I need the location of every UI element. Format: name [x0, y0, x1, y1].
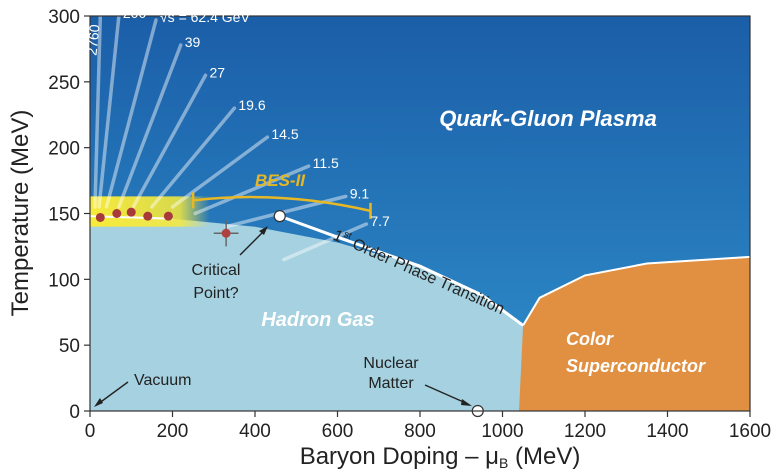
beam-energy-lines [93, 16, 369, 262]
vacuum-arrow [97, 381, 129, 405]
beam-energy-line [104, 18, 158, 209]
bes-range [191, 192, 372, 219]
beam-energy-line [150, 106, 237, 209]
beam-energy-label: 2760 [83, 23, 102, 56]
color-sc-label-line2: Superconductor [566, 356, 706, 376]
critical-arrow-head [259, 226, 268, 235]
beam-energy-label: 27 [210, 64, 226, 80]
x-axis-label: Baryon Doping – μB (MeV) [300, 443, 581, 471]
critical-point-dot [221, 228, 231, 238]
beam-energy-label: 9.1 [350, 185, 370, 201]
beam-energy-label: 7.7 [370, 213, 390, 229]
beam-energy-label: 19.6 [238, 97, 265, 113]
hadron-gas-region [90, 216, 561, 411]
beam-energy-label: 200 [123, 5, 147, 21]
beam-energy-label: 39 [185, 34, 201, 50]
beam-energy-line [117, 43, 183, 209]
first-order-transition-line [279, 214, 524, 327]
y-tick-label: 0 [69, 402, 80, 423]
x-tick-label: 0 [85, 421, 96, 442]
hadron-gas-label: Hadron Gas [261, 309, 374, 331]
qgp-label: Quark-Gluon Plasma [439, 106, 657, 131]
y-tick-label: 150 [48, 205, 80, 226]
y-axis-label: Temperature (MeV) [7, 110, 34, 317]
vacuum-label: Vacuum [134, 372, 192, 389]
y-tick-label: 50 [59, 336, 80, 357]
y-tick-label: 300 [48, 7, 80, 28]
beam-energy-line [93, 16, 103, 209]
x-tick-label: 200 [157, 421, 189, 442]
nuclear-arrow [424, 384, 469, 405]
color-sc-label-line1: Color [566, 329, 614, 349]
x-tick-label: 400 [239, 421, 271, 442]
y-tick-label: 100 [48, 270, 80, 291]
bes-label: BES-II [255, 171, 306, 190]
beam-energy-label: 11.5 [313, 155, 339, 171]
beam-energy-label: √s = 62.4 GeV [160, 9, 250, 25]
color-superconductor-region [519, 256, 750, 411]
nuclear-arrow-head [461, 399, 472, 406]
beam-energy-line [131, 73, 208, 209]
freezeout-point [163, 211, 173, 221]
freezeout-point [126, 207, 136, 217]
x-tick-label: 800 [404, 421, 436, 442]
freezeout-points [95, 207, 173, 222]
x-tick-label: 1000 [481, 421, 523, 442]
nuclear-label-line2: Matter [368, 375, 414, 392]
bes-range-arc [192, 195, 371, 213]
color-superconductor-boundary-line [522, 255, 750, 326]
freezeout-point [143, 211, 153, 221]
beam-energy-line [282, 222, 369, 262]
beam-energy-line [97, 16, 121, 209]
beam-energy-line [193, 164, 311, 216]
x-axis-ticks: 0 200 400 600 800 1000 1200 1400 1600 [85, 411, 771, 442]
beam-energy-line [170, 135, 270, 209]
freezeout-point [112, 209, 122, 218]
critical-label-line2: Point? [193, 285, 238, 302]
x-tick-label: 1400 [646, 421, 688, 442]
freezeout-point [95, 212, 105, 222]
critical-arrow [239, 229, 266, 256]
x-tick-label: 1600 [729, 421, 771, 442]
y-axis-ticks: 0 50 100 150 200 250 300 [48, 7, 90, 423]
critical-point-marker [213, 220, 239, 247]
plot-area [90, 16, 750, 411]
critical-point-open-marker [273, 210, 286, 223]
nuclear-label-line1: Nuclear [363, 355, 419, 372]
y-tick-label: 250 [48, 73, 80, 94]
critical-label-line1: Critical [192, 262, 241, 279]
vacuum-arrow-head [94, 398, 103, 407]
freezeout-band [90, 196, 210, 227]
beam-energy-labels: 2760 200 √s = 62.4 GeV 39 27 19.6 14.5 11.5 9.17… [83, 5, 390, 229]
x-tick-label: 1200 [564, 421, 606, 442]
x-tick-label: 600 [322, 421, 354, 442]
y-tick-label: 200 [48, 139, 80, 160]
beam-energy-label: 14.5 [271, 126, 298, 142]
